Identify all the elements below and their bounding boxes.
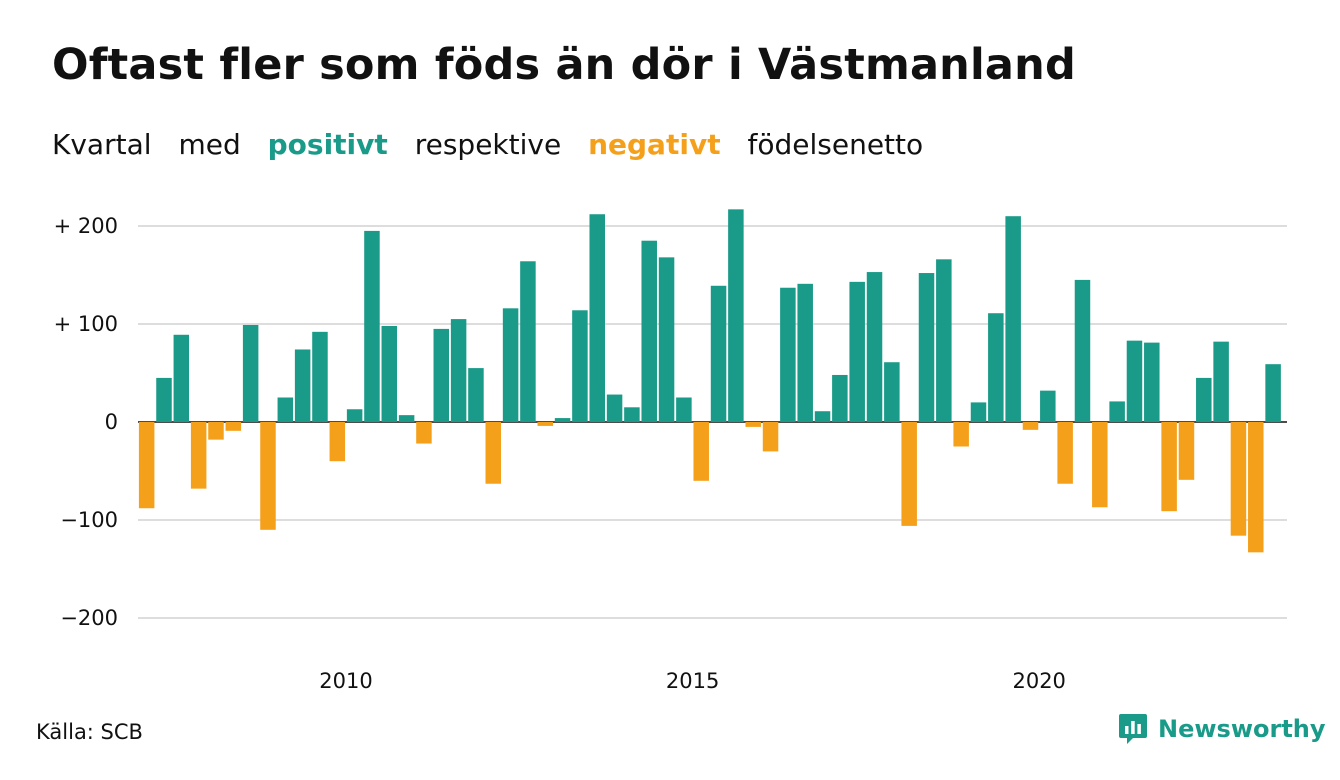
bar-2010-k2 [364, 230, 380, 422]
bar-2011-k4 [468, 368, 484, 422]
bar-2012-k1 [485, 422, 502, 484]
bar-2020-k3 [1074, 279, 1091, 422]
bar-2008-k4 [260, 422, 276, 530]
bars [138, 209, 1281, 553]
bar-2018-k2 [918, 273, 935, 422]
bar-2008-k3 [242, 324, 259, 422]
subtitle-word-negative: negativt [588, 128, 721, 161]
x-tick-label-2020: 2020 [1012, 669, 1065, 693]
bar-2010-k4 [398, 415, 415, 422]
bar-2019-k4 [1022, 422, 1039, 430]
bar-2011-k3 [450, 319, 467, 422]
bar-2021-k4 [1161, 422, 1177, 512]
subtitle-word-kvartal: Kvartal [52, 128, 152, 161]
subtitle-word-positive: positivt [267, 128, 388, 161]
y-tick-label: −100 [60, 508, 118, 532]
bar-2017-k4 [884, 362, 900, 422]
bar-2016-k3 [797, 283, 813, 422]
bar-2013-k1 [554, 418, 571, 422]
bar-2012-k3 [520, 261, 536, 422]
brand-logo: Newsworthy [1118, 712, 1326, 746]
y-tick-label: + 200 [54, 214, 118, 238]
y-tick-label: + 100 [54, 312, 118, 336]
bar-2018-k4 [953, 422, 969, 447]
bar-2010-k1 [346, 409, 363, 422]
x-axis-labels: 2010 2015 2020 [319, 669, 1066, 693]
bar-2007-k4 [190, 422, 207, 489]
bar-2019-k2 [988, 313, 1004, 422]
subtitle-word-med: med [178, 128, 241, 161]
bar-2014-k3 [658, 257, 675, 422]
bar-2011-k1 [416, 422, 432, 444]
bar-2020-k1 [1040, 390, 1056, 422]
bar-2020-k4 [1092, 422, 1108, 508]
bar-2015-k1 [693, 422, 709, 481]
bar-2009-k4 [329, 422, 346, 462]
bar-2010-k3 [381, 325, 398, 422]
bar-2016-k1 [762, 422, 779, 452]
bar-2015-k3 [728, 209, 744, 422]
grid-lines [138, 225, 1287, 619]
bar-2019-k1 [970, 402, 987, 422]
source-note: Källa: SCB [36, 720, 143, 744]
bar-2008-k2 [225, 422, 242, 431]
bar-2016-k4 [814, 411, 831, 422]
y-tick-label: −200 [60, 606, 118, 630]
bar-2018-k1 [901, 422, 917, 526]
brand-name: Newsworthy [1158, 715, 1326, 743]
bar-2007-k1 [138, 422, 155, 509]
bar-2022-k1 [1178, 422, 1195, 480]
bar-2014-k4 [676, 397, 692, 422]
subtitle-word-respektive: respektive [414, 128, 562, 161]
bar-2021-k2 [1126, 340, 1143, 422]
x-tick-label-2010: 2010 [319, 669, 372, 693]
bar-2013-k3 [589, 214, 605, 422]
y-axis-labels: + 200 + 100 0 −100 −200 [54, 214, 118, 630]
bar-2018-k3 [936, 259, 952, 422]
y-tick-label: 0 [105, 410, 118, 434]
chart-subtitle: Kvartal med positivt respektive negativt… [52, 128, 941, 161]
bar-2017-k2 [849, 281, 865, 422]
bar-2023-k1 [1248, 422, 1264, 553]
bar-2022-k2 [1196, 377, 1212, 422]
bar-2023-k2 [1265, 364, 1281, 422]
bar-2008-k1 [208, 422, 224, 440]
bar-2012-k2 [502, 308, 519, 422]
bar-2012-k4 [537, 422, 553, 426]
bar-2011-k2 [433, 328, 450, 422]
x-tick-label-2015: 2015 [666, 669, 719, 693]
bar-2017-k1 [832, 374, 848, 422]
subtitle-word-fodelsenetto: födelsenetto [747, 128, 924, 161]
bar-2009-k1 [277, 397, 294, 422]
bar-2019-k3 [1005, 216, 1021, 422]
bar-2007-k2 [156, 377, 172, 422]
bar-2007-k3 [173, 334, 190, 422]
bar-2020-k2 [1057, 422, 1073, 484]
bar-2016-k2 [780, 287, 796, 422]
bar-2022-k4 [1230, 422, 1247, 536]
bar-2021-k1 [1109, 401, 1125, 422]
bar-2014-k1 [624, 407, 640, 422]
newsworthy-chart-icon [1119, 714, 1147, 744]
bar-2017-k3 [866, 272, 883, 422]
bar-2015-k2 [710, 285, 727, 422]
bar-2013-k2 [572, 310, 588, 422]
bar-2021-k3 [1144, 342, 1160, 422]
bar-2009-k3 [312, 331, 328, 422]
bar-2022-k3 [1213, 341, 1229, 422]
bar-2009-k2 [294, 349, 311, 422]
chart-title: Oftast fler som föds än dör i Västmanlan… [52, 40, 1076, 90]
bar-2014-k2 [641, 240, 657, 422]
bar-2015-k4 [745, 422, 761, 427]
bar-2013-k4 [606, 394, 623, 422]
